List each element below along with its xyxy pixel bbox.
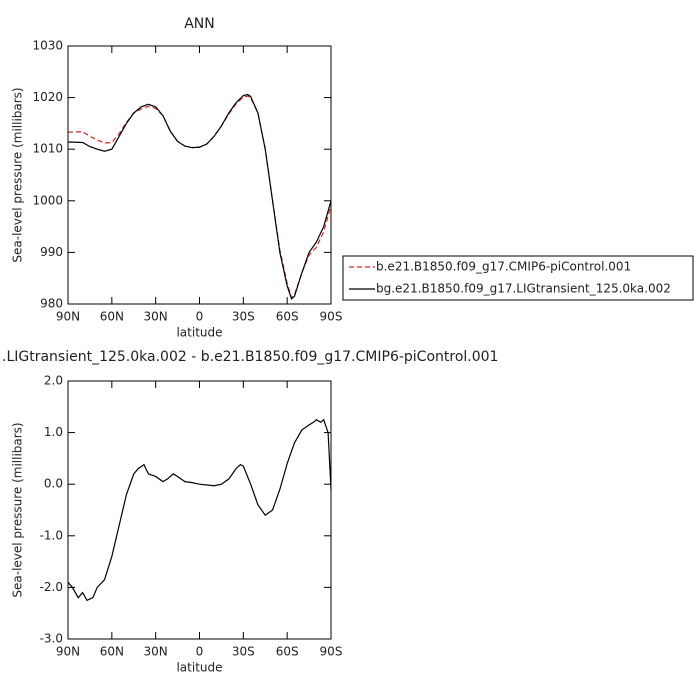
x-tick-label: 0 xyxy=(196,645,204,659)
legend-box xyxy=(342,255,694,301)
x-axis-label: latitude xyxy=(176,326,222,340)
y-tick-label: 1000 xyxy=(32,193,63,207)
plot-frame xyxy=(67,380,332,640)
data-line xyxy=(67,93,332,300)
x-tick-label: 60S xyxy=(276,310,299,324)
y-tick-label: 1020 xyxy=(32,90,63,104)
y-tick-label: 1030 xyxy=(32,39,63,53)
chart-title: .LIGtransient_125.0ka.002 - b.e21.B1850.… xyxy=(2,349,498,365)
x-tick-label: 90S xyxy=(320,645,343,659)
x-tick-label: 30S xyxy=(232,645,255,659)
y-tick-label: -1.0 xyxy=(40,528,63,542)
y-tick-label: 2.0 xyxy=(44,374,63,388)
y-axis-label: Sea-level pressure (millibars) xyxy=(11,422,25,597)
x-tick-label: 90N xyxy=(56,645,80,659)
x-tick-label: 60S xyxy=(276,645,299,659)
legend: b.e21.B1850.f09_g17.CMIP6-piControl.001b… xyxy=(342,255,694,301)
y-tick-label: 1.0 xyxy=(44,425,63,439)
x-tick-label: 0 xyxy=(196,310,204,324)
chart-title: ANN xyxy=(184,16,215,32)
x-tick-label: 30S xyxy=(232,310,255,324)
x-tick-label: 60N xyxy=(100,645,124,659)
x-tick-label: 30N xyxy=(144,645,168,659)
data-line xyxy=(67,95,332,299)
legend-label: bg.e21.B1850.f09_g17.LIGtransient_125.0k… xyxy=(376,282,671,296)
x-tick-label: 90S xyxy=(320,310,343,324)
y-axis-label: Sea-level pressure (millibars) xyxy=(11,87,25,262)
y-tick-label: 980 xyxy=(40,297,63,311)
y-tick-label: 0.0 xyxy=(44,477,63,491)
x-axis-label: latitude xyxy=(176,661,222,675)
y-tick-label: 990 xyxy=(40,245,63,259)
y-tick-label: -2.0 xyxy=(40,580,63,594)
data-line xyxy=(67,418,332,602)
plot-frame xyxy=(67,45,332,305)
x-tick-label: 90N xyxy=(56,310,80,324)
y-tick-label: 1010 xyxy=(32,142,63,156)
legend-label: b.e21.B1850.f09_g17.CMIP6-piControl.001 xyxy=(376,260,631,274)
x-tick-label: 30N xyxy=(144,310,168,324)
y-tick-label: -3.0 xyxy=(40,632,63,646)
x-tick-label: 60N xyxy=(100,310,124,324)
